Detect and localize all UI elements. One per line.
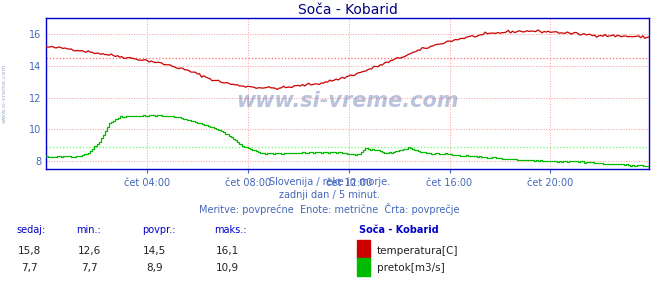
Text: sedaj:: sedaj: — [16, 225, 45, 235]
Text: min.:: min.: — [76, 225, 101, 235]
Text: 10,9: 10,9 — [215, 263, 239, 274]
Text: 7,7: 7,7 — [21, 263, 38, 274]
Text: maks.:: maks.: — [214, 225, 246, 235]
Text: 14,5: 14,5 — [143, 246, 167, 256]
Text: www.si-vreme.com: www.si-vreme.com — [2, 63, 7, 123]
Text: zadnji dan / 5 minut.: zadnji dan / 5 minut. — [279, 190, 380, 201]
Text: 15,8: 15,8 — [18, 246, 42, 256]
Text: pretok[m3/s]: pretok[m3/s] — [377, 263, 445, 274]
Title: Soča - Kobarid: Soča - Kobarid — [298, 3, 397, 17]
Text: Soča - Kobarid: Soča - Kobarid — [359, 225, 439, 235]
Text: www.si-vreme.com: www.si-vreme.com — [237, 91, 459, 111]
Text: Meritve: povprečne  Enote: metrične  Črta: povprečje: Meritve: povprečne Enote: metrične Črta:… — [199, 203, 460, 215]
Text: 16,1: 16,1 — [215, 246, 239, 256]
Text: temperatura[C]: temperatura[C] — [377, 246, 459, 256]
Text: 7,7: 7,7 — [80, 263, 98, 274]
Text: povpr.:: povpr.: — [142, 225, 175, 235]
Text: 12,6: 12,6 — [77, 246, 101, 256]
Text: 8,9: 8,9 — [146, 263, 163, 274]
Text: Slovenija / reke in morje.: Slovenija / reke in morje. — [269, 177, 390, 187]
